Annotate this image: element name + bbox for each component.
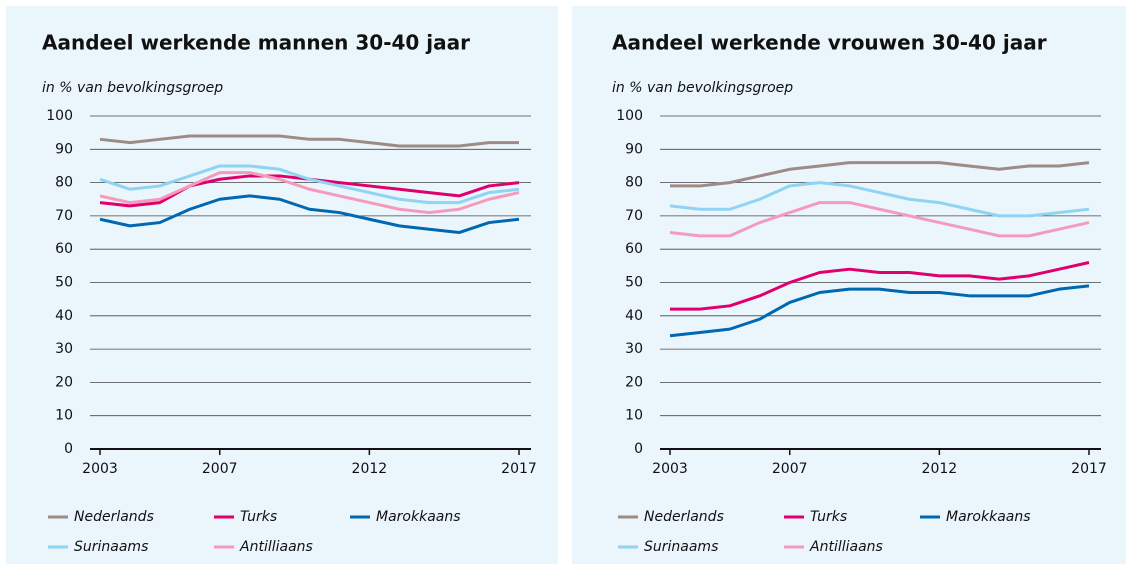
series-line	[99, 194, 520, 235]
panel	[572, 6, 1126, 564]
x-tick-label: 2003	[82, 461, 118, 477]
x-tick-label: 2007	[202, 461, 238, 477]
x-tick-label: 2017	[501, 461, 537, 477]
series-line	[99, 164, 520, 205]
series-line	[99, 171, 520, 215]
x-tick-label: 2007	[772, 461, 808, 477]
x-tick-label: 2003	[652, 461, 688, 477]
y-tick-label: 40	[625, 308, 643, 324]
y-tick-label: 90	[55, 141, 73, 157]
y-tick-label: 80	[55, 175, 73, 191]
legend-label: Surinaams	[644, 539, 718, 555]
y-tick-label: 30	[625, 341, 643, 357]
subtitle: in % van bevolkingsgroep	[612, 80, 793, 96]
y-tick-label: 80	[625, 175, 643, 191]
y-tick-label: 60	[625, 241, 643, 257]
legend-label: Turks	[810, 509, 847, 525]
x-tick-label: 2012	[352, 461, 388, 477]
legend-label: Marokkaans	[376, 509, 461, 525]
x-tick-label: 2012	[922, 461, 958, 477]
legend-label: Surinaams	[74, 539, 148, 555]
legend-label: Marokkaans	[946, 509, 1031, 525]
y-tick-label: 60	[55, 241, 73, 257]
y-tick-label: 30	[55, 341, 73, 357]
y-tick-label: 50	[625, 275, 643, 291]
series-line	[669, 181, 1090, 218]
y-tick-label: 100	[46, 108, 73, 124]
y-tick-label: 100	[616, 108, 643, 124]
y-tick-label: 70	[625, 208, 643, 224]
y-tick-label: 10	[55, 408, 73, 424]
legend-label: Nederlands	[74, 509, 154, 525]
y-tick-label: 70	[55, 208, 73, 224]
series-line	[99, 134, 519, 148]
chart-title: Aandeel werkende mannen 30-40 jaar	[42, 31, 470, 55]
legend-label: Nederlands	[644, 509, 724, 525]
subtitle: in % van bevolkingsgroep	[42, 80, 223, 96]
series-line	[670, 261, 1090, 311]
series-line	[669, 201, 1090, 238]
legend-label: Turks	[240, 509, 277, 525]
legend-label: Antilliaans	[809, 539, 883, 555]
y-tick-label: 20	[55, 374, 73, 390]
series-line	[669, 284, 1090, 338]
y-tick-label: 0	[64, 441, 73, 457]
y-tick-label: 40	[55, 308, 73, 324]
y-tick-label: 90	[625, 141, 643, 157]
chart-title: Aandeel werkende vrouwen 30-40 jaar	[612, 31, 1047, 55]
legend-label: Antilliaans	[239, 539, 313, 555]
y-tick-label: 10	[625, 408, 643, 424]
y-tick-label: 0	[634, 441, 643, 457]
y-tick-label: 50	[55, 275, 73, 291]
x-tick-label: 2017	[1071, 461, 1107, 477]
panel	[6, 6, 558, 564]
y-tick-label: 20	[625, 374, 643, 390]
series-line	[670, 161, 1090, 188]
